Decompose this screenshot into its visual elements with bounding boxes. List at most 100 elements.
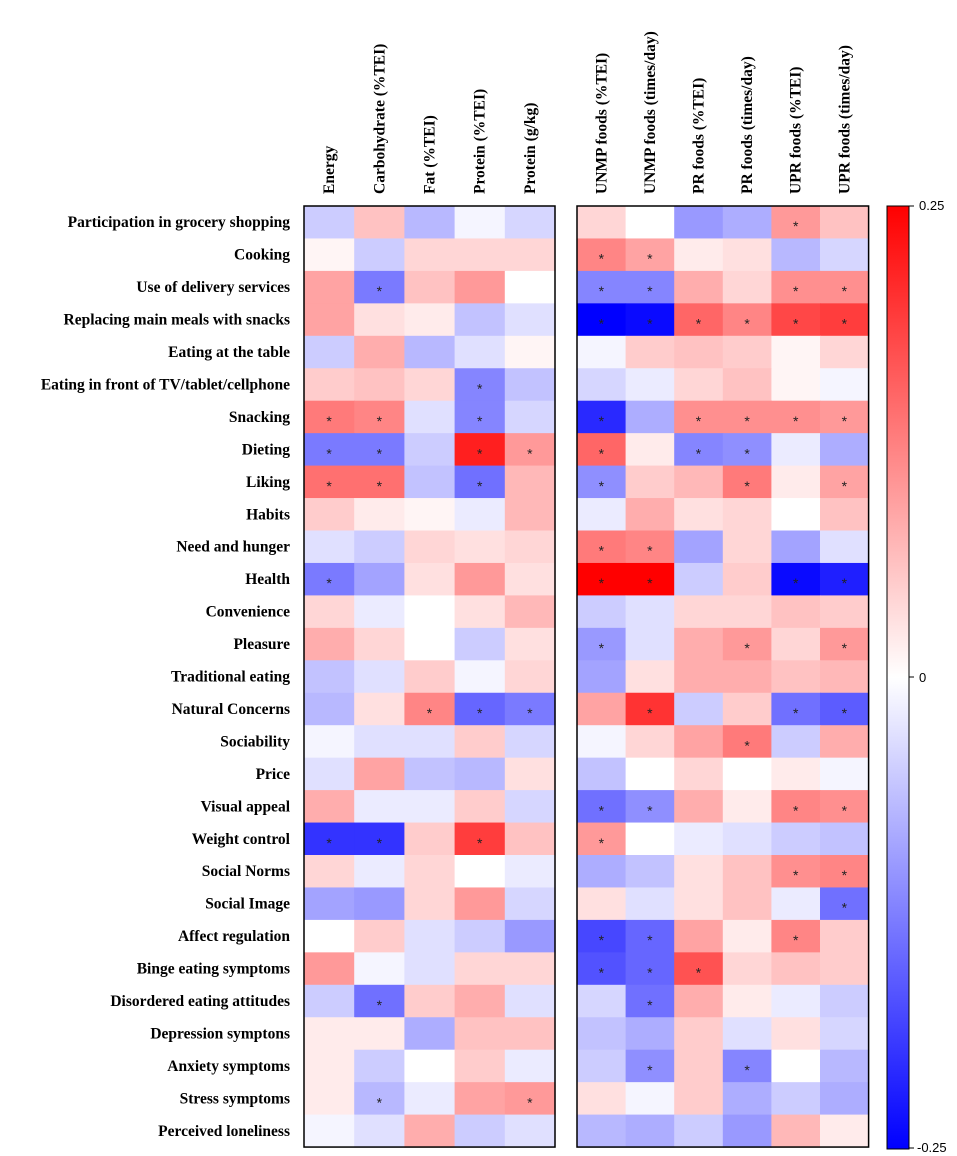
heatmap-cell (722, 400, 772, 434)
heatmap-cell (771, 692, 821, 726)
significance-marker: * (842, 705, 848, 721)
significance-marker: * (696, 965, 702, 981)
heatmap-cell (504, 270, 556, 304)
row-label: Stress symptoms (180, 1090, 290, 1107)
heatmap-cell (577, 790, 627, 824)
heatmap-cell (674, 627, 724, 661)
heatmap-cell (722, 530, 772, 564)
significance-marker: * (377, 835, 383, 851)
heatmap-cell (577, 919, 627, 953)
heatmap-cell (625, 855, 675, 889)
heatmap-cell (504, 822, 556, 856)
heatmap-cell (404, 498, 456, 532)
heatmap-cell (820, 368, 870, 402)
heatmap-cell (577, 498, 627, 532)
heatmap-cell (820, 984, 870, 1018)
heatmap-cell (722, 335, 772, 369)
heatmap-cell (820, 530, 870, 564)
significance-marker: * (647, 543, 653, 559)
heatmap-cell (454, 952, 506, 986)
heatmap-cell (404, 790, 456, 824)
heatmap-cell (722, 270, 772, 304)
column-label: Fat (%TEI) (422, 115, 439, 194)
heatmap-cell (771, 530, 821, 564)
heatmap-cell (504, 790, 556, 824)
heatmap-cell (771, 206, 821, 240)
heatmap-cell (820, 660, 870, 694)
heatmap-cell (354, 725, 405, 759)
heatmap-cell (674, 400, 724, 434)
heatmap-cell (674, 855, 724, 889)
heatmap-cell (577, 984, 627, 1018)
heatmap-cell (454, 790, 506, 824)
heatmap-cell (722, 660, 772, 694)
heatmap-cell (454, 660, 506, 694)
heatmap-cell (820, 725, 870, 759)
heatmap-cell (454, 1114, 506, 1148)
heatmap-cell (354, 238, 405, 272)
row-label: Depression symptons (150, 1025, 290, 1042)
row-label: Liking (246, 474, 290, 491)
colorbar-gradient (886, 205, 910, 1150)
heatmap-cell (820, 790, 870, 824)
heatmap-cell (674, 238, 724, 272)
heatmap-cell (504, 919, 556, 953)
heatmap-cell (304, 1017, 355, 1051)
heatmap-cell (820, 562, 870, 596)
heatmap-cell (354, 757, 405, 791)
heatmap-cell (454, 530, 506, 564)
significance-marker: * (793, 705, 799, 721)
heatmap-cell (504, 1049, 556, 1083)
heatmap-cell (771, 498, 821, 532)
heatmap-cell (354, 1114, 405, 1148)
heatmap-cell (722, 238, 772, 272)
heatmap-cell (577, 206, 627, 240)
significance-marker: * (744, 478, 750, 494)
heatmap-cell (722, 855, 772, 889)
heatmap-cell (304, 433, 355, 467)
heatmap-cell (674, 498, 724, 532)
heatmap-cell (625, 887, 675, 921)
significance-marker: * (793, 867, 799, 883)
significance-marker: * (744, 640, 750, 656)
heatmap-cell (454, 270, 506, 304)
heatmap-cell (454, 335, 506, 369)
heatmap-cell (771, 400, 821, 434)
heatmap-cell (625, 270, 675, 304)
heatmap-cell (625, 595, 675, 629)
heatmap-cell (354, 595, 405, 629)
heatmap-cell (504, 1082, 556, 1116)
significance-marker: * (744, 316, 750, 332)
heatmap-cell (404, 206, 456, 240)
colorbar: 0.25 0 -0.25 (886, 198, 947, 1155)
column-label: UNMP foods (times/day) (642, 31, 659, 194)
row-label: Affect regulation (178, 928, 290, 945)
heatmap-cell (625, 335, 675, 369)
heatmap-cell (454, 303, 506, 337)
significance-marker: * (599, 543, 605, 559)
heatmap-cell (504, 692, 556, 726)
heatmap-cell (820, 1017, 870, 1051)
heatmap-cell (625, 368, 675, 402)
significance-marker: * (842, 413, 848, 429)
heatmap-cell (577, 725, 627, 759)
heatmap-cell (404, 400, 456, 434)
heatmap-cell (771, 270, 821, 304)
heatmap-cell (504, 238, 556, 272)
heatmap-cell (404, 627, 456, 661)
heatmap-cell (820, 1114, 870, 1148)
heatmap-cell (504, 303, 556, 337)
significance-marker: * (599, 283, 605, 299)
heatmap-cell (722, 1082, 772, 1116)
significance-marker: * (793, 218, 799, 234)
significance-marker: * (793, 932, 799, 948)
heatmap-cell (674, 822, 724, 856)
heatmap-cell (771, 1082, 821, 1116)
heatmap-cell (820, 757, 870, 791)
heatmap-cell (404, 822, 456, 856)
heatmap-cell (304, 919, 355, 953)
heatmap-cell (577, 757, 627, 791)
heatmap-cell (504, 660, 556, 694)
heatmap-cell (304, 270, 355, 304)
heatmap-cell (504, 984, 556, 1018)
